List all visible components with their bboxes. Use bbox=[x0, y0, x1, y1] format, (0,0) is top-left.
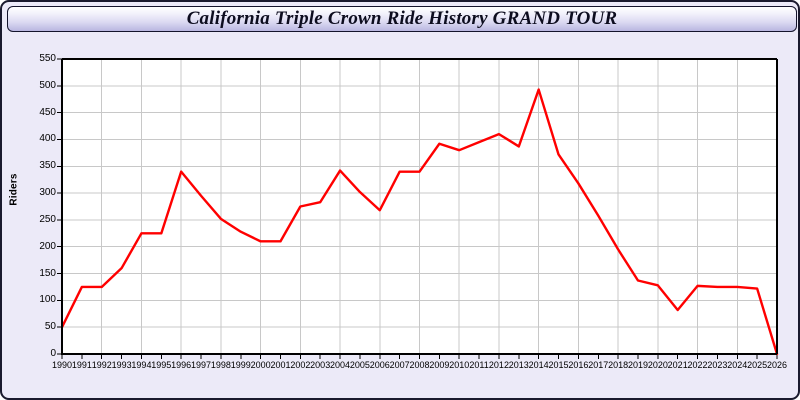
x-tick-label: 2017 bbox=[588, 360, 609, 370]
y-tick-label: 0 bbox=[50, 348, 56, 359]
x-tick-label: 1994 bbox=[131, 360, 152, 370]
x-tick-label: 2020 bbox=[647, 360, 668, 370]
x-tick-label: 2010 bbox=[449, 360, 470, 370]
x-tick-label: 2002 bbox=[290, 360, 311, 370]
x-tick-label: 2019 bbox=[627, 360, 648, 370]
x-tick-label: 1993 bbox=[111, 360, 132, 370]
x-tick-label: 2016 bbox=[568, 360, 589, 370]
y-tick-label: 200 bbox=[39, 240, 56, 252]
y-tick-label: 400 bbox=[39, 133, 56, 145]
x-tick-label: 2018 bbox=[608, 360, 629, 370]
x-tick-label: 2005 bbox=[349, 360, 370, 370]
x-tick-label: 2012 bbox=[488, 360, 509, 370]
axis-lines bbox=[61, 58, 778, 355]
y-tick-label: 50 bbox=[44, 321, 56, 333]
x-tick-label: 2014 bbox=[528, 360, 549, 370]
x-tick-label: 1995 bbox=[151, 360, 172, 370]
x-tick-label: 2025 bbox=[747, 360, 768, 370]
x-tick-label: 2026 bbox=[766, 360, 788, 370]
y-tick-label: 300 bbox=[39, 187, 56, 199]
x-tick-label: 2023 bbox=[707, 360, 728, 370]
series-line-riders bbox=[60, 88, 779, 356]
y-tick-label: 100 bbox=[39, 294, 56, 306]
y-tick-label: 550 bbox=[39, 53, 56, 64]
x-tick-label: 1999 bbox=[230, 360, 251, 370]
x-tick-label: 1998 bbox=[210, 360, 231, 370]
x-tick-label: 2021 bbox=[667, 360, 688, 370]
x-tick-label: 2006 bbox=[369, 360, 390, 370]
x-tick-label: 2009 bbox=[429, 360, 450, 370]
x-tick-label: 2007 bbox=[389, 360, 410, 370]
y-axis-tick-labels: 0 50 100 150 200 250 300 350 400 450 500 550 bbox=[24, 2, 56, 398]
x-tick-label: 2022 bbox=[687, 360, 708, 370]
x-tick-label: 2003 bbox=[310, 360, 331, 370]
x-tick-label: 2004 bbox=[330, 360, 351, 370]
x-tick-label: 2015 bbox=[548, 360, 569, 370]
x-tick-label: 2000 bbox=[250, 360, 271, 370]
x-tick-label: 1990 bbox=[51, 360, 73, 370]
y-tick-label: 500 bbox=[39, 79, 56, 91]
x-tick-label: 2008 bbox=[409, 360, 430, 370]
x-tick-label: 1992 bbox=[91, 360, 112, 370]
x-tick-label: 1991 bbox=[71, 360, 92, 370]
x-tick-label: 1997 bbox=[191, 360, 212, 370]
x-tick-label: 2001 bbox=[270, 360, 291, 370]
x-tick-label: 2013 bbox=[508, 360, 529, 370]
y-tick-label: 350 bbox=[39, 160, 56, 172]
page-title: California Triple Crown Ride History GRA… bbox=[186, 8, 618, 29]
y-tick-label: 150 bbox=[39, 267, 56, 279]
y-tick-label: 250 bbox=[39, 213, 56, 225]
x-tick-label: 2024 bbox=[727, 360, 748, 370]
y-tick-label: 450 bbox=[39, 106, 56, 118]
chart-title-bar: California Triple Crown Ride History GRA… bbox=[7, 6, 797, 32]
x-tick-label: 2011 bbox=[469, 360, 489, 370]
x-tick-label: 1996 bbox=[171, 360, 192, 370]
